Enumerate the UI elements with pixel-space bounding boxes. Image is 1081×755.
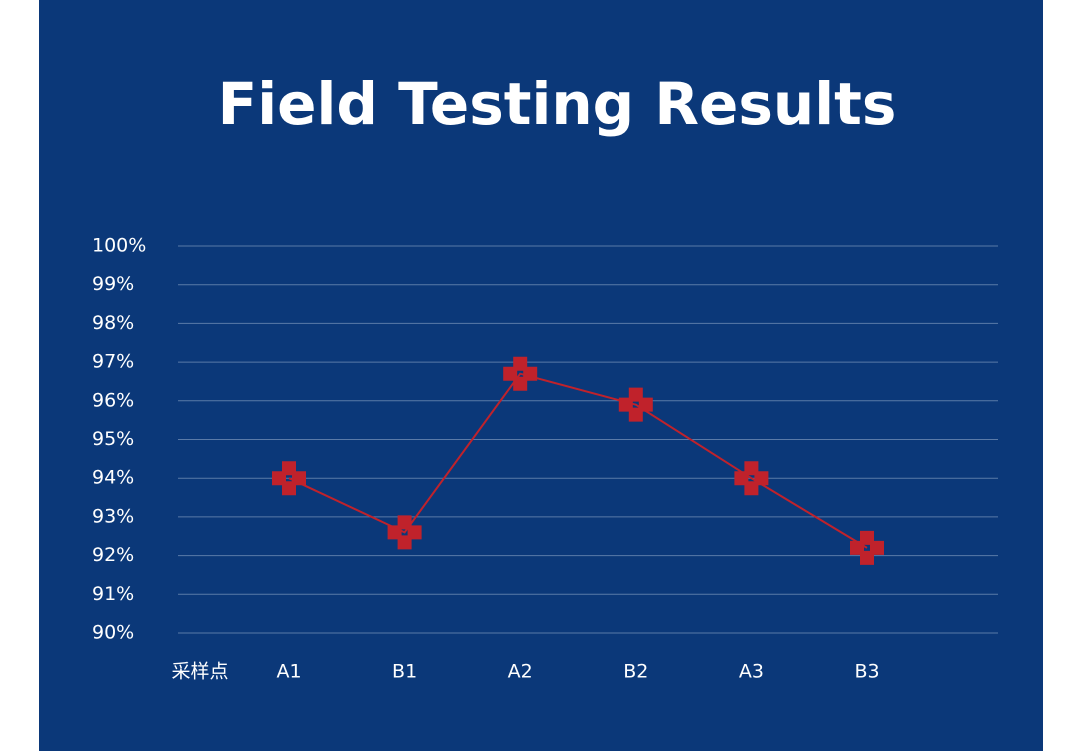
- x-tick-label: B1: [392, 661, 417, 683]
- y-tick-label: 95%: [92, 428, 134, 450]
- y-tick-label: 100%: [92, 235, 146, 257]
- x-tick-label: B3: [854, 661, 879, 683]
- point-marker: [618, 387, 653, 422]
- y-tick-label: 94%: [92, 467, 134, 489]
- chart-title: Field Testing Results: [218, 70, 897, 138]
- point-marker: [850, 530, 884, 565]
- point-marker: [387, 515, 422, 550]
- point-marker: [503, 356, 538, 391]
- x-tick-label: A1: [276, 661, 301, 683]
- y-tick-label: 97%: [92, 351, 134, 373]
- y-tick-label: 91%: [92, 583, 134, 605]
- x-axis-label: 采样点: [171, 661, 228, 683]
- x-tick-label: A3: [739, 661, 764, 683]
- y-tick-label: 93%: [92, 505, 134, 527]
- y-tick-label: 99%: [92, 273, 134, 295]
- point-marker: [272, 461, 306, 496]
- y-tick-label: 98%: [92, 312, 134, 334]
- x-tick-label: B2: [623, 661, 648, 683]
- series-line: [288, 372, 868, 549]
- x-tick-label: A2: [508, 661, 533, 683]
- point-marker: [734, 461, 769, 496]
- y-tick-label: 90%: [92, 622, 134, 644]
- chart-background: [39, 0, 1043, 751]
- y-tick-label: 96%: [92, 389, 134, 411]
- y-tick-label: 92%: [92, 544, 134, 566]
